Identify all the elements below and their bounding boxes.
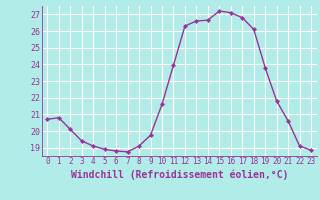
X-axis label: Windchill (Refroidissement éolien,°C): Windchill (Refroidissement éolien,°C) bbox=[70, 169, 288, 180]
